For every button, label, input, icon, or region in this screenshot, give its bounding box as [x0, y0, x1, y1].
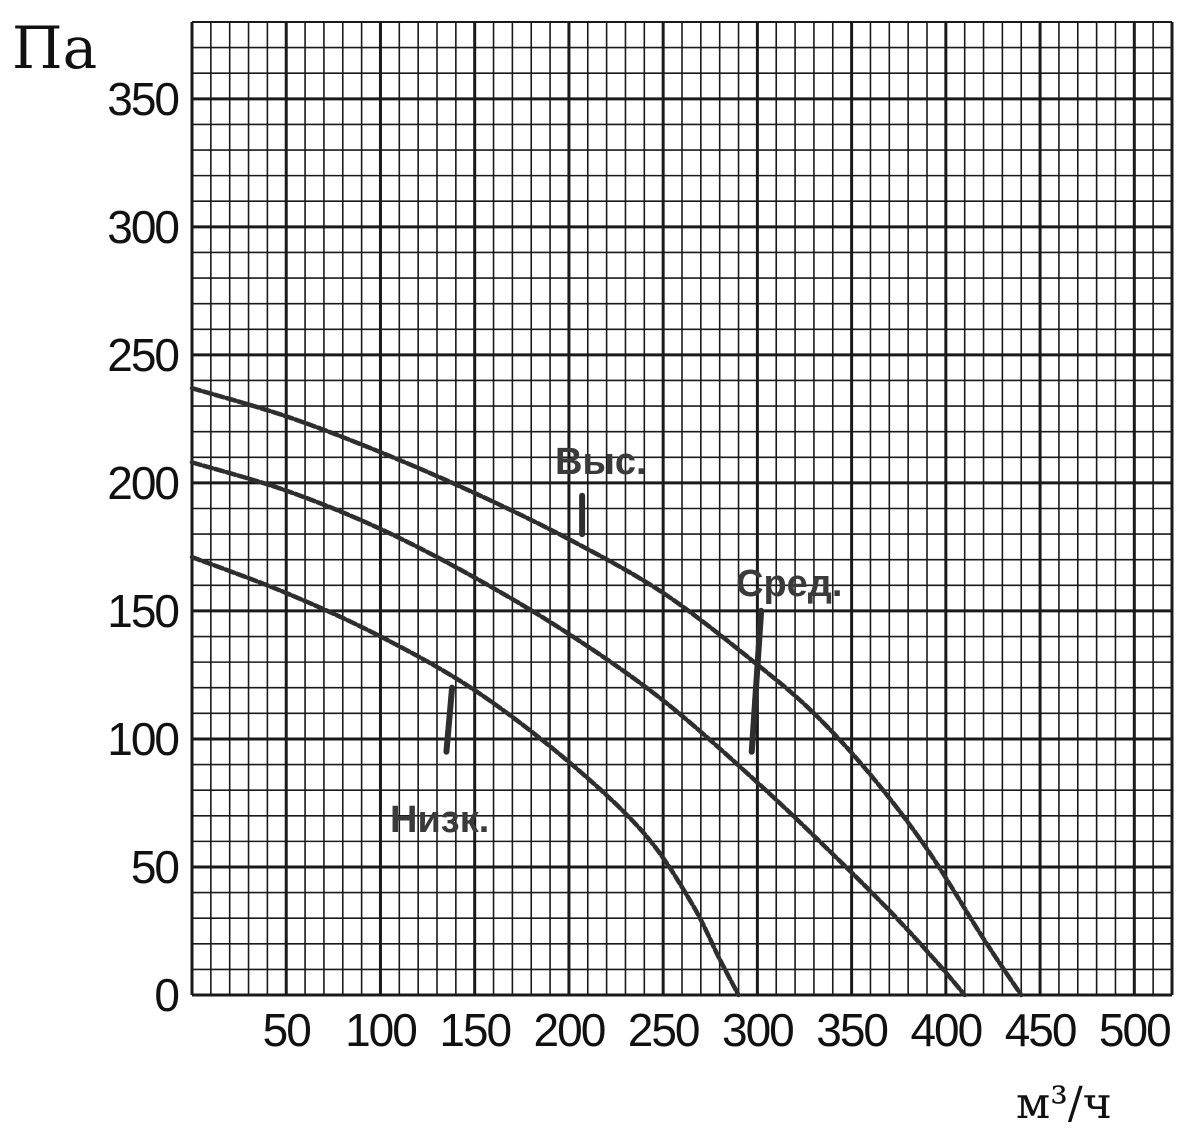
x-tick-label: 350 [816, 1004, 887, 1056]
y-tick-label: 100 [107, 713, 178, 765]
x-tick-label: 450 [1005, 1004, 1076, 1056]
y-tick-label: 350 [107, 73, 178, 125]
series-curves [189, 385, 1024, 998]
series-leader-lines [443, 492, 765, 755]
x-tick-label: 150 [439, 1004, 510, 1056]
grid-minor [192, 22, 1172, 995]
y-tick-label: 0 [154, 969, 178, 1021]
y-tick-label: 250 [107, 329, 178, 381]
series-curve-medium [189, 460, 967, 998]
x-tick-label: 300 [722, 1004, 793, 1056]
leader-line-low [443, 684, 456, 755]
x-tick-label: 100 [345, 1004, 416, 1056]
x-tick-labels: 50 100 150 200 250 300 350 400 450 500 [263, 1004, 1172, 1056]
y-tick-labels: 0 50 100 150 200 250 300 350 [107, 73, 180, 1021]
series-labels: Выс. Сред. Низк. [390, 441, 842, 841]
series-curve-high [189, 385, 1024, 998]
series-label-medium: Сред. [736, 563, 842, 605]
series-label-low: Низк. [390, 799, 489, 841]
x-tick-label: 400 [910, 1004, 981, 1056]
series-label-high: Выс. [555, 441, 647, 483]
x-tick-label: 250 [628, 1004, 699, 1056]
y-tick-label: 200 [107, 457, 178, 509]
leader-line-medium [748, 607, 765, 755]
x-tick-label: 50 [263, 1004, 311, 1056]
x-tick-label: 500 [1099, 1004, 1170, 1056]
series-curve-low [189, 554, 741, 998]
x-tick-label: 200 [534, 1004, 605, 1056]
y-axis-label: Па [12, 14, 97, 82]
y-tick-label: 300 [107, 201, 178, 253]
x-axis-label: м³/ч [1016, 1078, 1112, 1129]
y-tick-label: 150 [107, 585, 178, 637]
y-tick-label: 50 [131, 841, 179, 893]
grid-major [190, 21, 1174, 997]
